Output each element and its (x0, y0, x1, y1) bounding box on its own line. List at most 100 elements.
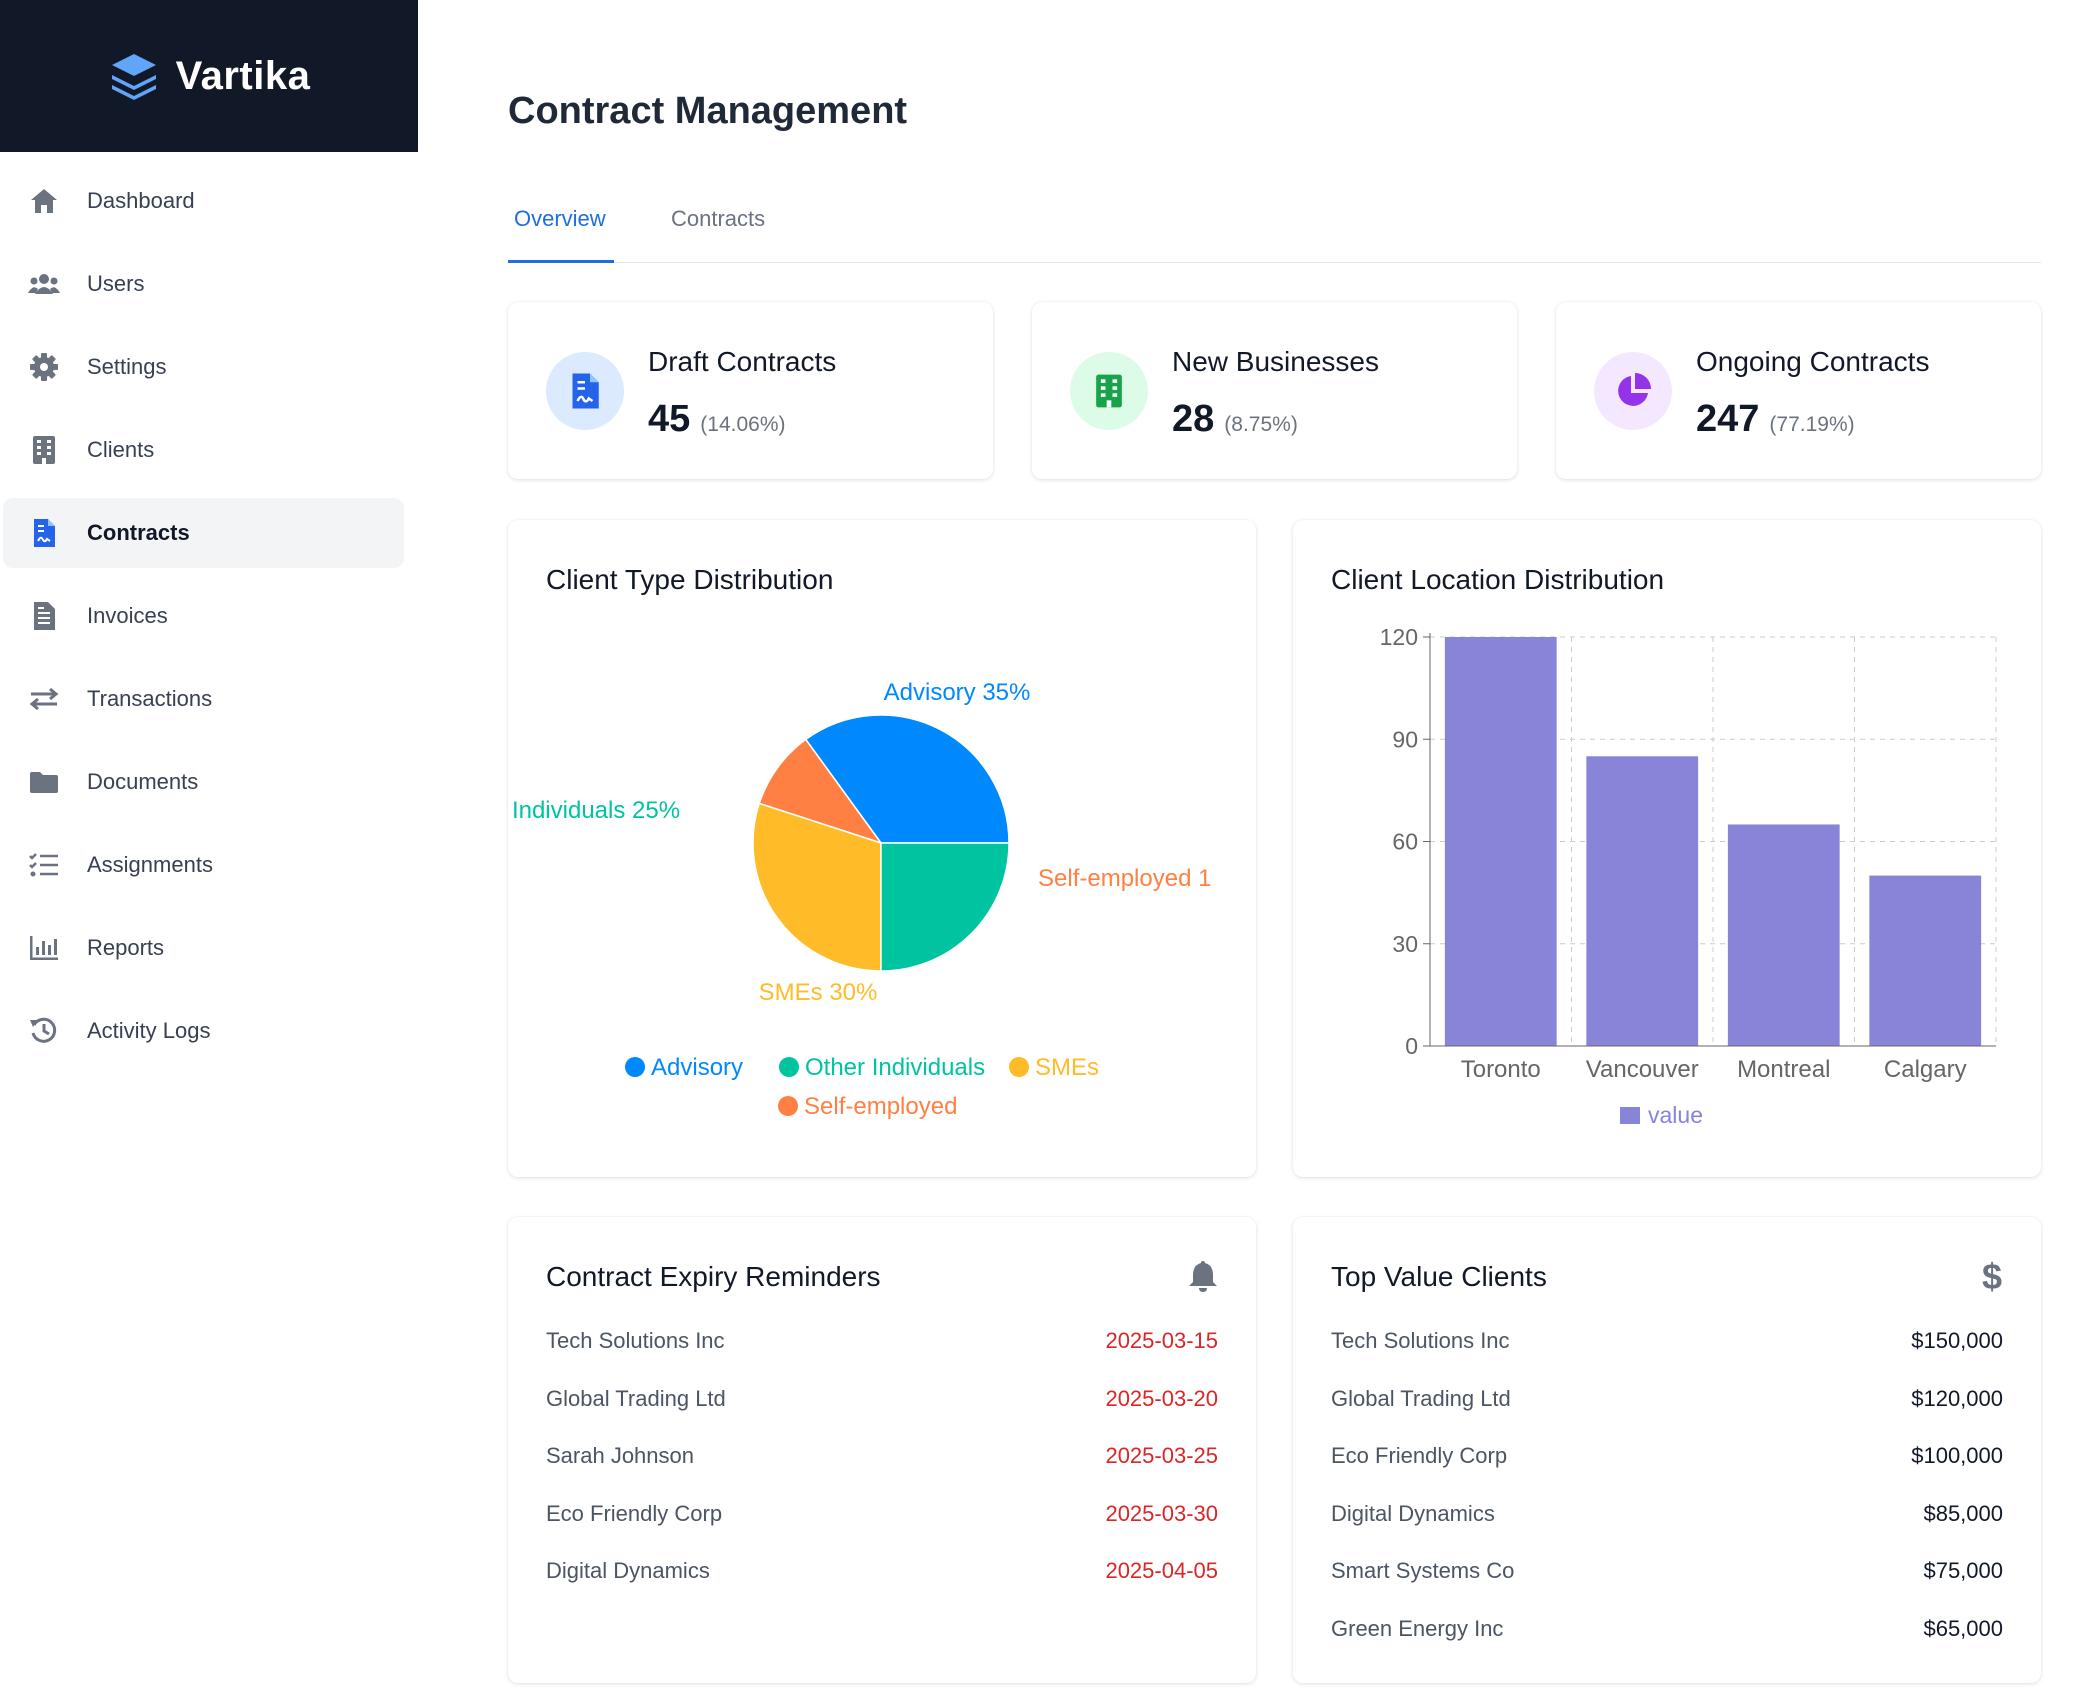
tab-bar: Overview Contracts (508, 180, 2041, 263)
sidebar-item-transactions[interactable]: Transactions (3, 664, 404, 734)
legend-entry: Other Individuals (805, 1054, 985, 1081)
client-value: $100,000 (1911, 1443, 2003, 1468)
x-tick-label: Vancouver (1586, 1056, 1699, 1083)
list-item[interactable]: Eco Friendly Corp $100,000 (1331, 1436, 2003, 1476)
home-icon (27, 184, 61, 218)
sidebar-item-contracts[interactable]: Contracts (3, 498, 404, 568)
list-item[interactable]: Global Trading Ltd $120,000 (1331, 1379, 2003, 1419)
sidebar-item-assignments[interactable]: Assignments (3, 830, 404, 900)
y-tick-label: 30 (1392, 931, 1418, 957)
sidebar-item-activity-logs[interactable]: Activity Logs (3, 996, 404, 1066)
client-name: Global Trading Ltd (546, 1386, 726, 1411)
sidebar-item-label: Clients (87, 437, 155, 462)
legend-entry: Advisory (651, 1054, 743, 1081)
y-tick-label: 120 (1380, 624, 1418, 650)
brand-name: Vartika (175, 53, 311, 98)
expiry-date: 2025-04-05 (1105, 1558, 1218, 1583)
client-name: Smart Systems Co (1331, 1558, 1515, 1583)
legend-swatch (1009, 1057, 1029, 1077)
svg-text:$: $ (1982, 1259, 2002, 1295)
legend-entry: SMEs (1035, 1054, 1099, 1081)
bar-toronto (1444, 637, 1557, 1046)
brand-header[interactable]: Vartika (0, 0, 418, 152)
stat-percentage: (14.06%) (700, 413, 786, 436)
bar-chart: 0 30 60 90 120 Toronto Vancouver Montreal Calgar… (1380, 624, 1997, 1128)
stat-title: Draft Contracts (648, 346, 837, 377)
client-name: Eco Friendly Corp (546, 1501, 723, 1526)
client-name: Digital Dynamics (546, 1558, 710, 1583)
list-item[interactable]: Smart Systems Co $75,000 (1331, 1551, 2003, 1591)
pie-chart: Advisory 35% Self-employed 1 SMEs 30% Indiv… (512, 679, 1211, 1120)
bar-calgary (1869, 875, 1982, 1046)
legend-entry: Self-employed (804, 1093, 957, 1120)
pie-slice-self-employed (758, 738, 883, 845)
client-name: Tech Solutions Inc (1331, 1328, 1510, 1353)
sidebar-item-label: Reports (87, 935, 165, 960)
expiry-date: 2025-03-25 (1105, 1443, 1218, 1468)
pie-chart-icon (1594, 352, 1672, 430)
card-title: Top Value Clients (1331, 1261, 1547, 1292)
client-name: Eco Friendly Corp (1331, 1443, 1508, 1468)
sidebar-item-reports[interactable]: Reports (3, 913, 404, 983)
sidebar-item-label: Assignments (87, 852, 213, 877)
active-tab-indicator (508, 260, 614, 263)
pie-data-label: Advisory 35% (884, 679, 1031, 706)
tab-contracts[interactable]: Contracts (671, 206, 766, 231)
legend-swatch (1620, 1107, 1640, 1124)
sidebar-item-users[interactable]: Users (3, 249, 404, 319)
client-type-chart-card: Client Type Distribution Advisory 35% Sel… (508, 520, 1256, 1177)
client-value: $150,000 (1911, 1328, 2003, 1353)
list-item[interactable]: Digital Dynamics $85,000 (1331, 1494, 2003, 1534)
pie-data-label: SMEs 30% (759, 979, 878, 1006)
expiry-date: 2025-03-20 (1105, 1386, 1218, 1411)
list-check-icon (27, 848, 61, 882)
list-item[interactable]: Digital Dynamics 2025-04-05 (546, 1551, 1218, 1591)
legend-swatch (778, 1096, 798, 1116)
sidebar-item-label: Users (87, 271, 145, 296)
sidebar-item-dashboard[interactable]: Dashboard (3, 166, 404, 236)
bar-montreal (1727, 824, 1840, 1046)
client-name: Global Trading Ltd (1331, 1386, 1511, 1411)
top-value-clients-card: Top Value Clients $ Tech Solutions Inc $1… (1293, 1217, 2041, 1683)
sidebar-item-invoices[interactable]: Invoices (3, 581, 404, 651)
gear-icon (27, 350, 61, 384)
list-item[interactable]: Green Energy Inc $65,000 (1331, 1609, 2003, 1649)
legend-swatch (625, 1057, 645, 1077)
sidebar-item-label: Invoices (87, 603, 168, 628)
sidebar-item-label: Transactions (87, 686, 213, 711)
bar-vancouver (1586, 756, 1699, 1046)
stat-value-row: 247 (77.19%) (1696, 398, 1855, 441)
stat-card-new-businesses: New Businesses 28 (8.75%) (1032, 302, 1517, 479)
client-name: Green Energy Inc (1331, 1616, 1504, 1641)
client-value: $120,000 (1911, 1386, 2003, 1411)
pie-data-label: Individuals 25% (512, 797, 680, 824)
stat-title: New Businesses (1172, 346, 1379, 377)
sidebar-item-settings[interactable]: Settings (3, 332, 404, 402)
legend-swatch (779, 1057, 799, 1077)
tab-overview[interactable]: Overview (514, 206, 606, 231)
x-tick-label: Montreal (1737, 1056, 1830, 1083)
pie-slice-smes (752, 802, 882, 972)
sidebar-item-documents[interactable]: Documents (3, 747, 404, 817)
stat-percentage: (77.19%) (1769, 413, 1855, 436)
chart-title: Client Type Distribution (546, 564, 834, 595)
sidebar: Vartika Dashboard Users Settings Clients (0, 0, 418, 1708)
list-item[interactable]: Eco Friendly Corp 2025-03-30 (546, 1494, 1218, 1534)
stat-value-row: 45 (14.06%) (648, 398, 786, 441)
users-icon (27, 267, 61, 301)
list-item[interactable]: Tech Solutions Inc $150,000 (1331, 1321, 2003, 1361)
stat-value-row: 28 (8.75%) (1172, 398, 1298, 441)
y-tick-label: 60 (1392, 829, 1418, 855)
sidebar-item-label: Activity Logs (87, 1018, 211, 1043)
list-item[interactable]: Tech Solutions Inc 2025-03-15 (546, 1321, 1218, 1361)
pie-slice-other-individuals (880, 842, 1010, 972)
building-icon (1070, 352, 1148, 430)
client-name: Digital Dynamics (1331, 1501, 1495, 1526)
y-tick-label: 0 (1405, 1033, 1418, 1059)
bell-icon (1188, 1259, 1218, 1298)
list-item[interactable]: Sarah Johnson 2025-03-25 (546, 1436, 1218, 1476)
client-name: Sarah Johnson (546, 1443, 694, 1468)
sidebar-item-clients[interactable]: Clients (3, 415, 404, 485)
list-item[interactable]: Global Trading Ltd 2025-03-20 (546, 1379, 1218, 1419)
client-value: $65,000 (1923, 1616, 2003, 1641)
